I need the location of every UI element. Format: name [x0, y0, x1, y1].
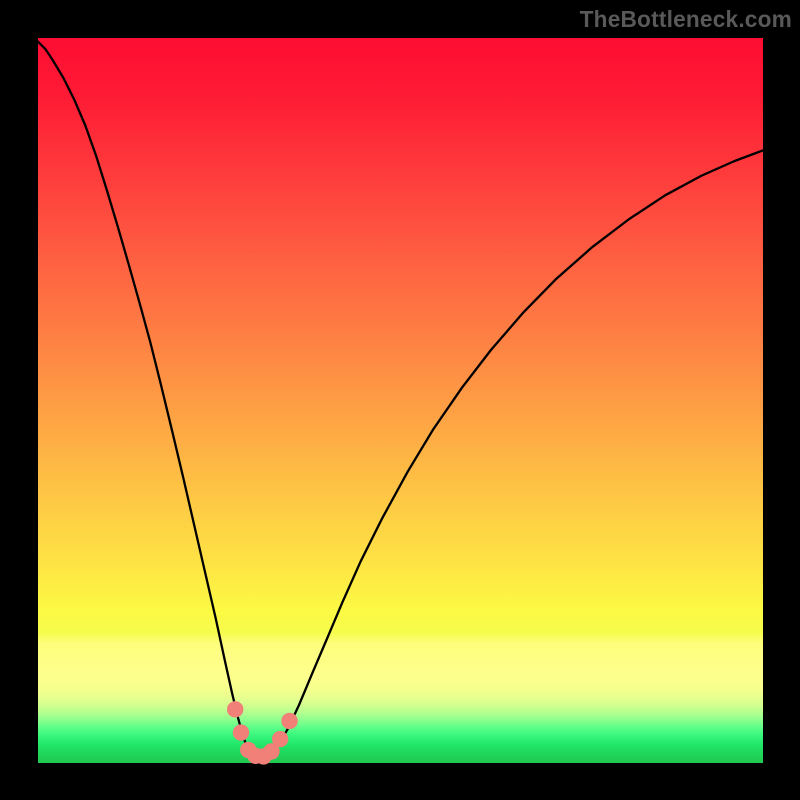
figure-stage: TheBottleneck.com — [0, 0, 800, 800]
chart-gradient-background — [38, 38, 763, 763]
bottleneck-marker — [227, 701, 243, 717]
bottleneck-chart — [0, 0, 800, 800]
watermark-attribution: TheBottleneck.com — [580, 6, 792, 33]
bottleneck-marker — [272, 731, 288, 747]
bottleneck-marker — [281, 713, 297, 729]
bottleneck-marker — [233, 724, 249, 740]
